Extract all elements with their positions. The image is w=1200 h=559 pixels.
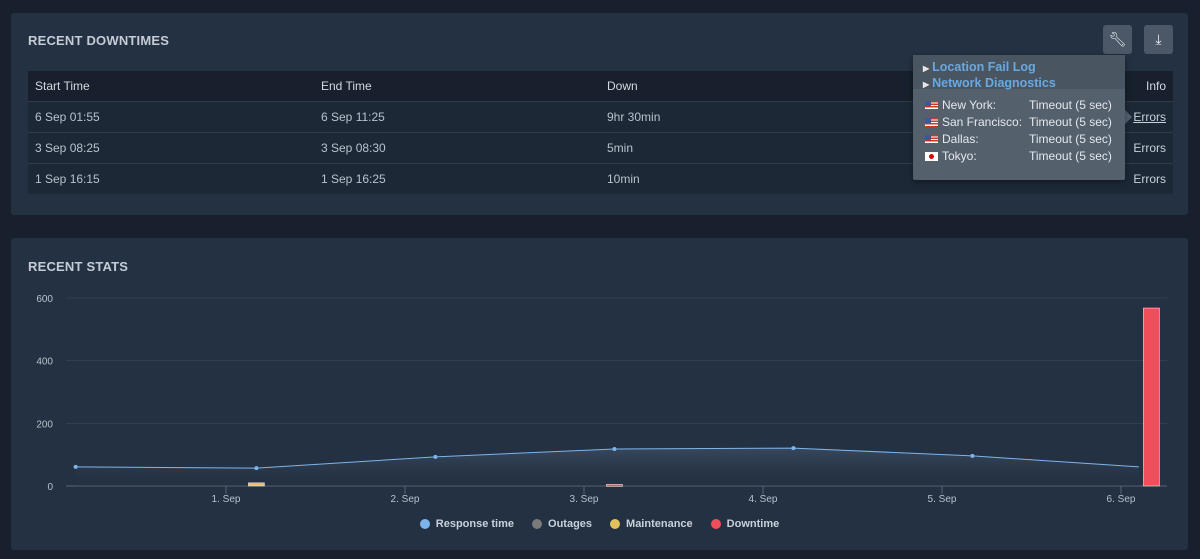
downtime-bar [1143,307,1160,487]
x-tick-label: 6. Sep [1107,494,1136,505]
legend-response-time[interactable]: Response time [419,518,514,530]
start-time: 6 Sep 01:55 [28,101,314,133]
col-start-time[interactable]: Start Time [28,71,314,102]
errors-link[interactable]: Errors [1133,172,1166,186]
caret-right-icon: ▶ [923,80,930,89]
y-tick-label: 600 [36,294,53,305]
down-duration: 10min [600,163,939,194]
panel-title: RECENT DOWNTIMES [28,33,170,48]
response-time-point [254,466,259,471]
legend-dot-icon [710,519,721,529]
jp-flag-icon [925,152,938,161]
downtime-bar [606,484,623,487]
start-time: 3 Sep 08:25 [28,132,314,164]
y-tick-label: 200 [36,419,53,430]
settings-button[interactable]: 🔧︎ [1103,25,1132,54]
location-row: Tokyo: Timeout (5 sec) [925,148,1113,165]
response-time-point [791,446,796,451]
legend-downtime[interactable]: Downtime [710,518,779,530]
col-down[interactable]: Down [600,71,939,102]
x-tick-label: 5. Sep [928,494,957,505]
errors-tooltip: ▶ Location Fail Log ▶ Network Diagnostics … [913,55,1125,180]
stats-chart: 0 200 400 600 1. Sep 2. Sep 3. Sep 4. Sep 5. Sep… [36,294,1167,505]
end-time: 3 Sep 08:30 [314,132,600,164]
errors-link[interactable]: Errors [1133,110,1166,124]
legend-dot-icon [419,519,430,529]
response-time-area [75,448,1139,486]
us-flag-icon [925,135,938,144]
legend-outages[interactable]: Outages [532,518,592,530]
tooltip-arrow [1125,110,1132,124]
start-time: 1 Sep 16:15 [28,163,314,194]
us-flag-icon [925,101,938,110]
download-button[interactable]: ⤓ [1144,25,1173,54]
us-flag-icon [925,118,938,127]
legend-maintenance[interactable]: Maintenance [610,518,693,530]
caret-right-icon: ▶ [923,64,930,73]
location-row: New York: Timeout (5 sec) [925,97,1113,114]
col-end-time[interactable]: End Time [314,71,600,102]
x-tick-label: 2. Sep [391,494,420,505]
chart-legend: Response time Outages Maintenance Downti… [11,518,1188,530]
location-row: Dallas: Timeout (5 sec) [925,131,1113,148]
response-time-point [73,464,78,469]
end-time: 6 Sep 11:25 [314,101,600,133]
x-tick-label: 3. Sep [570,494,599,505]
legend-dot-icon [610,519,621,529]
recent-stats-panel: RECENT STATS 0 200 400 600 1. Sep 2. Sep 3. Se… [11,238,1188,550]
down-duration: 5min [600,132,939,164]
panel-title: RECENT STATS [28,259,129,274]
response-time-point [970,453,975,458]
errors-link[interactable]: Errors [1133,141,1166,155]
legend-dot-icon [532,519,543,529]
network-diagnostics-link[interactable]: ▶ Network Diagnostics [923,76,1056,90]
y-tick-label: 0 [47,482,53,493]
x-tick-label: 1. Sep [212,494,241,505]
end-time: 1 Sep 16:25 [314,163,600,194]
maintenance-bar [248,482,265,487]
response-time-point [612,447,617,452]
y-tick-label: 400 [36,357,53,368]
location-row: San Francisco: Timeout (5 sec) [925,114,1113,131]
response-time-point [433,454,438,459]
location-fail-log-link[interactable]: ▶ Location Fail Log [923,60,1036,74]
wrench-icon: 🔧︎ [1108,31,1127,47]
download-icon: ⤓ [1155,31,1162,47]
x-tick-label: 4. Sep [749,494,778,505]
down-duration: 9hr 30min [600,101,939,133]
